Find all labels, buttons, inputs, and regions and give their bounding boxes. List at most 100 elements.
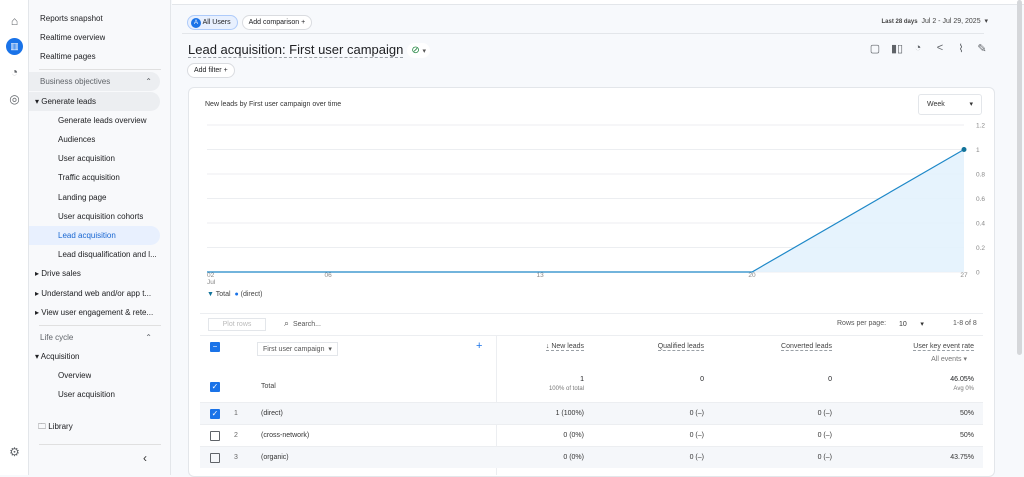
row-value: 0 (–) <box>817 432 832 439</box>
edit-icon[interactable]: ✎ <box>977 43 987 55</box>
add-filter-label: Add filter <box>194 67 222 74</box>
title-row: Lead acquisition: First user campaign ⊘ … <box>188 42 431 58</box>
settings-icon[interactable]: ⚙ <box>9 445 20 459</box>
y-tick-label: 0.2 <box>976 245 985 252</box>
segment-chip[interactable]: A All Users <box>187 15 238 30</box>
x-tick-label: 06 <box>325 272 333 279</box>
add-filter-button[interactable]: Add filter + <box>187 63 235 78</box>
row-checkbox[interactable]: ✓ <box>210 409 220 419</box>
row-checkbox[interactable] <box>210 431 220 441</box>
trend-icon[interactable]: ⌇ <box>958 43 964 55</box>
caret-right-icon: ▸ <box>35 289 42 298</box>
plot-rows-button[interactable]: Plot rows <box>208 318 266 331</box>
sidebar-group-generate-leads[interactable]: ▾ Generate leads <box>29 92 160 111</box>
pagination: 1-8 of 8 <box>953 320 977 327</box>
sidebar-item[interactable]: Lead disqualification and l... <box>58 250 157 259</box>
table-row[interactable]: 3 (organic) 0 (0%) 0 (–) 0 (–) 43.75% <box>200 446 983 468</box>
sidebar-group-engagement[interactable]: ▸ View user engagement & rete... <box>35 303 153 322</box>
total-checkbox[interactable]: ✓ <box>210 382 220 392</box>
sidebar-group-drive-sales[interactable]: ▸ Drive sales <box>35 264 81 283</box>
x-tick-label: 13 <box>536 272 544 279</box>
x-tick-label: 02 <box>207 272 215 279</box>
section-business-objectives[interactable]: Business objectives ⌃ <box>29 72 160 91</box>
select-all-checkbox[interactable]: − <box>210 342 220 352</box>
scrollbar[interactable] <box>1017 0 1022 355</box>
row-value: 0 (–) <box>689 432 704 439</box>
sort-down-icon: ↓ <box>545 343 552 350</box>
explore-icon[interactable]: ◔ <box>10 65 19 79</box>
table-row[interactable]: ✓ 1 (direct) 1 (100%) 0 (–) 0 (–) 50% <box>200 402 983 424</box>
advertising-icon[interactable]: ◎ <box>9 92 20 106</box>
sidebar-item[interactable]: Generate leads overview <box>58 116 147 125</box>
row-value: 0 (0%) <box>563 432 584 439</box>
row-value: 0 (–) <box>689 454 704 461</box>
row-value: 1 (100%) <box>555 410 584 417</box>
add-dimension-icon[interactable]: + <box>476 340 483 352</box>
column-header-new-leads[interactable]: ↓ New leads <box>545 343 584 351</box>
granularity-select[interactable]: Week ▾ <box>918 94 982 115</box>
sidebar-library[interactable]: 🗀 Library <box>38 417 73 436</box>
sidebar-item[interactable]: User acquisition <box>58 390 115 399</box>
key-event-select[interactable]: All events ▾ <box>931 355 967 363</box>
area-fill <box>207 149 964 272</box>
column-label: New leads <box>551 343 584 350</box>
total-label: Total <box>261 383 276 390</box>
total-converted-leads: 0 <box>828 376 832 383</box>
y-tick-label: 0.6 <box>976 196 985 203</box>
chevron-up-icon: ⌃ <box>145 77 152 86</box>
section-life-cycle[interactable]: Life cycle ⌃ <box>29 328 160 347</box>
section-label: Business objectives <box>40 77 111 86</box>
search-input[interactable]: Search... <box>292 321 321 328</box>
legend-total-icon: ▼ <box>207 291 214 298</box>
search-field[interactable]: ⌕ Search... <box>284 318 321 329</box>
group-label: View user engagement & rete... <box>41 308 154 317</box>
group-label: Drive sales <box>41 269 81 278</box>
table-row[interactable]: 2 (cross-network) 0 (0%) 0 (–) 0 (–) 50% <box>200 424 983 446</box>
insights-icon[interactable]: ◔ <box>914 42 922 54</box>
row-index: 3 <box>234 454 238 461</box>
filter-bar: Add filter + <box>187 63 235 78</box>
compare-icon[interactable]: ▮▯ <box>890 43 904 55</box>
column-header-key-event-rate[interactable]: User key event rate <box>913 343 974 351</box>
home-icon[interactable]: ⌂ <box>10 14 19 28</box>
title-status-dropdown[interactable]: ⊘ ▾ <box>407 42 431 58</box>
dimension-select[interactable]: First user campaign ▾ <box>257 342 338 356</box>
add-comparison-label: Add comparison <box>248 19 300 26</box>
sidebar-item-reports-snapshot[interactable]: Reports snapshot <box>40 14 103 23</box>
dropdown-icon: ▾ <box>422 47 427 55</box>
row-checkbox[interactable] <box>210 453 220 463</box>
column-header-converted-leads[interactable]: Converted leads <box>781 343 832 351</box>
sidebar-item[interactable]: Audiences <box>58 135 96 144</box>
column-header-qualified-leads[interactable]: Qualified leads <box>657 343 704 351</box>
total-value: 1 <box>580 376 584 383</box>
annotation-icon[interactable]: ▢ <box>869 43 881 55</box>
sidebar-item[interactable]: User acquisition cohorts <box>58 212 144 221</box>
sidebar-group-acquisition[interactable]: ▾ Acquisition <box>35 347 79 366</box>
total-key-event-rate: 46.05% Avg 0% <box>950 376 974 392</box>
total-sub: Avg 0% <box>953 386 974 392</box>
share-icon[interactable]: < <box>936 42 944 54</box>
plus-icon: + <box>301 19 306 26</box>
sidebar-item-realtime-overview[interactable]: Realtime overview <box>40 33 106 42</box>
add-comparison-button[interactable]: Add comparison + <box>241 15 313 30</box>
row-value: 0 (–) <box>817 454 832 461</box>
caret-down-icon: ▾ <box>35 352 41 361</box>
sidebar-item-realtime-pages[interactable]: Realtime pages <box>40 52 96 61</box>
sidebar-item[interactable]: User acquisition <box>58 154 115 163</box>
rows-per-page-select[interactable]: 10 ▾ <box>899 320 924 328</box>
collapse-sidebar-icon[interactable]: ‹ <box>143 451 147 465</box>
page-title: Lead acquisition: First user campaign <box>188 42 404 58</box>
chevron-up-icon: ⌃ <box>145 333 152 342</box>
sidebar-item[interactable]: Landing page <box>58 193 107 202</box>
reports-icon[interactable]: ▥ <box>6 38 23 55</box>
row-value: 43.75% <box>950 454 974 461</box>
row-index: 2 <box>234 432 238 439</box>
sidebar-item[interactable]: Traffic acquisition <box>58 173 120 182</box>
sidebar-item-lead-acquisition[interactable]: Lead acquisition <box>29 226 160 245</box>
sidebar-item[interactable]: Overview <box>58 371 92 380</box>
row-value: 50% <box>959 432 974 439</box>
x-tick-label: 27 <box>960 272 968 279</box>
sidebar-group-understand[interactable]: ▸ Understand web and/or app t... <box>35 284 151 303</box>
date-range-picker[interactable]: Last 28 days Jul 2 - Jul 29, 2025 ▾ <box>882 17 988 25</box>
group-label: Generate leads <box>41 97 96 106</box>
